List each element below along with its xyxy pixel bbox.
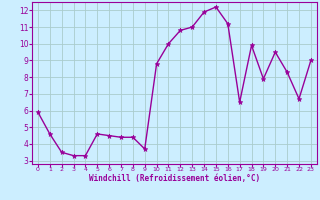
X-axis label: Windchill (Refroidissement éolien,°C): Windchill (Refroidissement éolien,°C) [89, 174, 260, 183]
